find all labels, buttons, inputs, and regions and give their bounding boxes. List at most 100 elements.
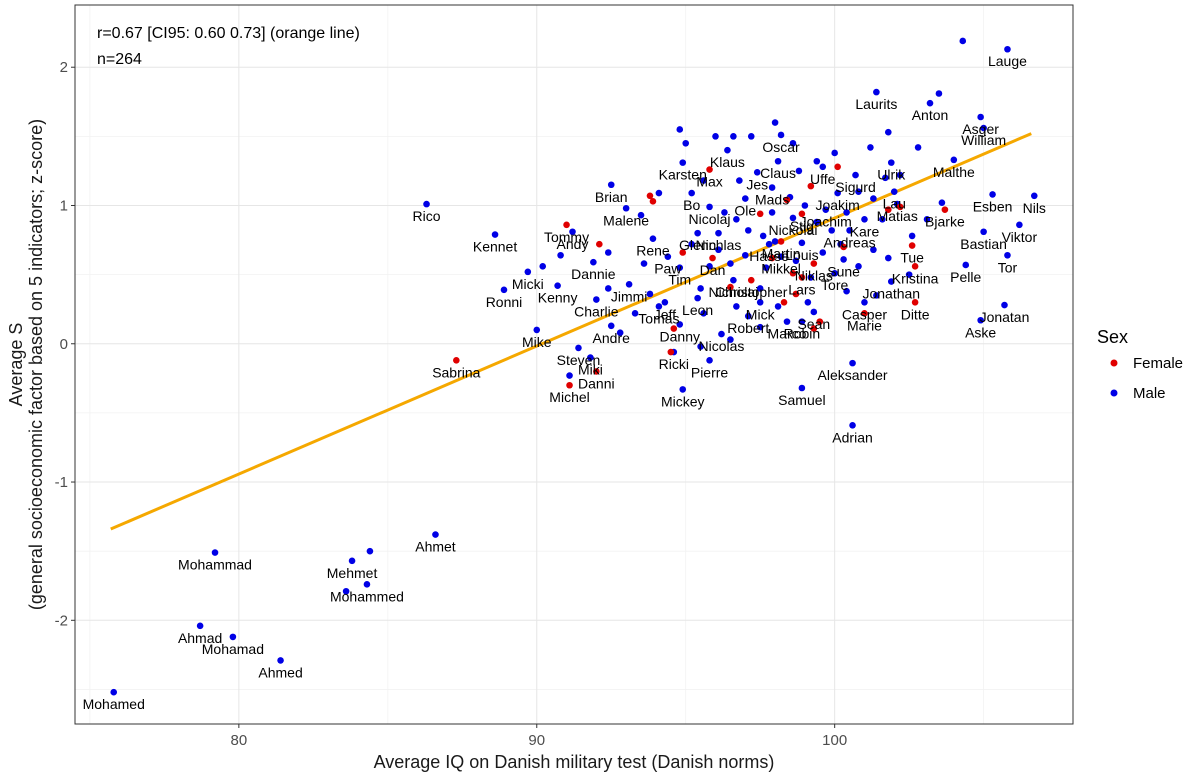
data-point-male — [777, 253, 785, 260]
point-label: Ronni — [486, 294, 523, 310]
data-point-male — [554, 282, 561, 289]
data-point-female — [783, 196, 791, 204]
data-point-male — [870, 195, 877, 202]
point-label: Christopher — [715, 284, 788, 300]
point-label: Marco — [768, 326, 807, 342]
point-label: Kare — [850, 223, 880, 239]
data-point-male — [873, 292, 880, 299]
point-label: William — [961, 132, 1006, 148]
data-point-male — [566, 372, 573, 379]
data-point-male — [804, 298, 812, 306]
y-tick-label: 0 — [60, 336, 68, 353]
point-label: Malene — [603, 212, 649, 228]
data-point-male — [712, 133, 719, 140]
data-point-female — [777, 238, 785, 245]
point-label: Robert — [727, 320, 769, 336]
data-point-male — [819, 249, 827, 256]
point-label: Nichlas — [696, 237, 742, 253]
data-point-male — [366, 547, 374, 555]
data-point-male — [1016, 221, 1023, 229]
grid-lines — [75, 5, 1073, 724]
point-label: Kenny — [538, 290, 578, 306]
point-label: Rene — [636, 243, 670, 259]
point-label: Andy — [557, 236, 589, 252]
point-label: Pelle — [950, 269, 981, 285]
data-point-male — [491, 231, 499, 238]
fit-line-layer — [110, 132, 1032, 531]
data-point-male — [649, 235, 657, 242]
data-point-female — [756, 210, 764, 218]
point-label: Niklas — [795, 268, 833, 284]
y-tick-label: 2 — [60, 59, 68, 76]
data-point-female — [884, 206, 892, 213]
data-point-male — [849, 422, 856, 429]
point-label: Mikkel — [761, 261, 801, 277]
point-label: Sigurd — [835, 179, 875, 195]
point-label: Jeff — [654, 306, 676, 322]
point-label: Jimmi — [611, 288, 648, 304]
data-point-male — [664, 253, 672, 260]
point-label: Danny — [660, 328, 700, 344]
data-point-male — [587, 354, 594, 361]
data-point-female — [810, 260, 818, 267]
data-point-female — [861, 310, 868, 317]
data-point-male — [813, 218, 821, 226]
data-point-male — [655, 303, 663, 310]
data-point-male — [700, 310, 707, 317]
data-point-male — [887, 278, 895, 285]
point-label: Mads — [755, 192, 789, 208]
point-label: Kennet — [473, 239, 517, 255]
data-point-male — [887, 159, 895, 166]
data-point-male — [736, 177, 743, 184]
data-point-male — [959, 37, 967, 45]
data-point-male — [843, 287, 850, 295]
point-label: Anton — [912, 107, 949, 123]
x-tick-label: 90 — [528, 732, 545, 749]
data-point-male — [777, 131, 785, 139]
data-point-male — [762, 264, 770, 272]
point-label: Leon — [682, 302, 713, 318]
point-label: Tommy — [544, 229, 589, 245]
data-point-male — [896, 171, 904, 179]
data-point-male — [706, 263, 713, 270]
data-point-male — [724, 146, 731, 154]
data-point-male — [727, 260, 734, 267]
data-points — [110, 37, 1038, 696]
point-label: Robin — [784, 326, 821, 342]
data-point-male — [432, 531, 439, 538]
data-point-male — [846, 227, 853, 234]
data-point-male — [840, 256, 847, 263]
data-point-male — [715, 229, 722, 237]
data-point-male — [828, 227, 835, 234]
point-label: Laurits — [855, 96, 897, 112]
data-point-male — [813, 157, 821, 165]
point-label: Samuel — [778, 392, 825, 408]
point-label: Viktor — [1002, 229, 1038, 245]
point-label: Ahmad — [178, 630, 222, 646]
data-point-male — [756, 285, 764, 292]
data-point-female — [649, 198, 657, 205]
data-point-male — [694, 294, 701, 302]
legend-label-female: Female — [1133, 355, 1183, 372]
data-point-female — [792, 290, 800, 298]
point-label: Nils — [1023, 200, 1046, 216]
axes: 80 90 100 -2 -1 0 1 2 — [55, 59, 848, 749]
data-point-male — [688, 240, 695, 248]
data-point-male — [706, 357, 713, 364]
point-label: Sean — [797, 316, 830, 332]
data-point-male — [733, 303, 740, 310]
data-point-female — [563, 221, 570, 229]
data-point-male — [774, 157, 782, 165]
data-point-male — [879, 216, 886, 223]
data-point-male — [873, 88, 880, 96]
data-point-male — [807, 274, 815, 281]
data-point-male — [843, 209, 850, 216]
data-point-male — [771, 238, 779, 245]
data-point-male — [834, 189, 841, 197]
y-tick-label: -2 — [55, 612, 68, 629]
data-point-female — [706, 166, 713, 173]
data-point-male — [905, 271, 913, 278]
data-point-male — [637, 211, 645, 219]
point-label: Ditte — [901, 306, 930, 322]
